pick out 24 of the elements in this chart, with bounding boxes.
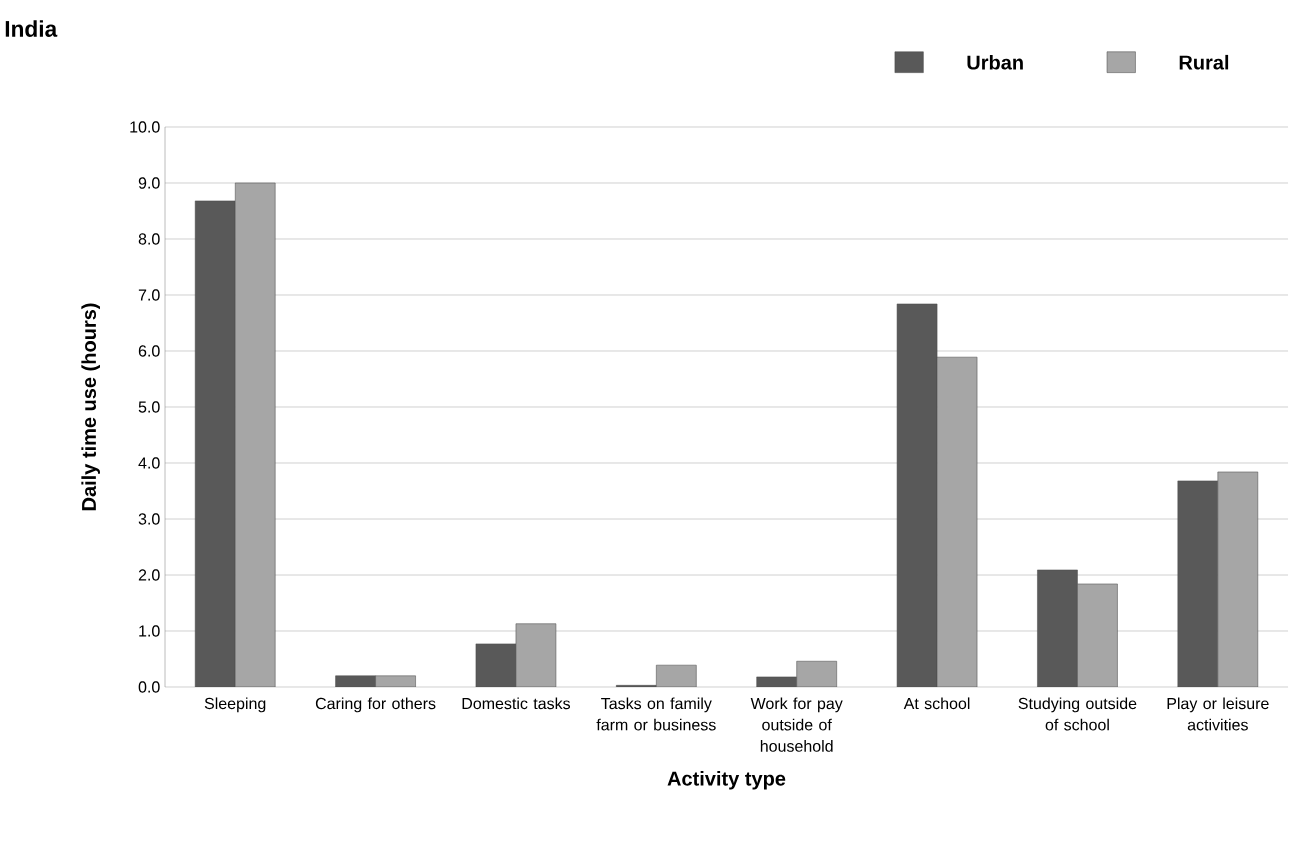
- y-tick-label: 7.0: [138, 289, 160, 301]
- y-tick-label: 9.0: [138, 177, 160, 189]
- y-tick-label: 8.0: [138, 233, 160, 245]
- chart-title: India: [5, 20, 58, 37]
- x-tick-label: Play or leisure activities: [1167, 697, 1269, 731]
- y-tick-label: 5.0: [138, 401, 160, 413]
- y-tick-label: 0.0: [138, 681, 160, 693]
- y-tick-label: 4.0: [138, 457, 160, 469]
- x-tick-label: Studying outside of school: [1018, 697, 1137, 731]
- y-axis-title: Daily time use (hours): [81, 303, 100, 511]
- x-tick-label: Sleeping: [204, 697, 266, 713]
- x-tick-label: At school: [903, 697, 970, 710]
- legend-label: Urban: [967, 54, 1023, 70]
- x-tick-label: Tasks on family farm or business: [596, 697, 716, 731]
- y-tick-label: 6.0: [138, 345, 160, 357]
- y-tick-label: 2.0: [138, 569, 160, 581]
- legend-label: Rural: [1179, 54, 1229, 70]
- x-axis-title: Activity type: [667, 770, 786, 790]
- x-tick-label: Caring for others: [315, 697, 436, 713]
- x-tick-label: Domestic tasks: [462, 697, 571, 710]
- x-tick-label: Work for pay outside of household: [750, 697, 843, 752]
- y-tick-label: 3.0: [138, 513, 160, 525]
- y-tick-label: 1.0: [139, 625, 160, 637]
- y-tick-label: 10.0: [130, 121, 160, 133]
